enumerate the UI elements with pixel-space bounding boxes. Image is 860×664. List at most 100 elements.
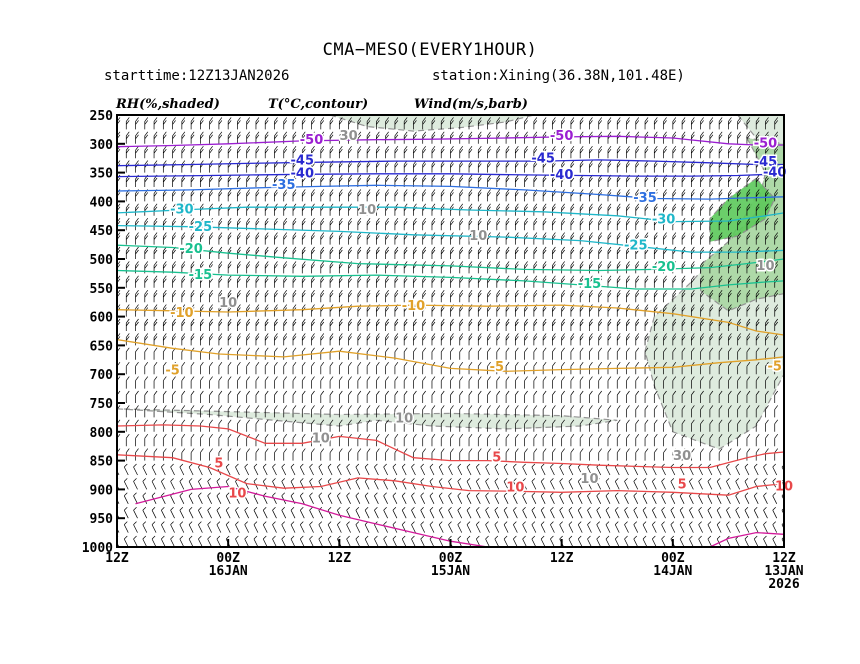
- wind-barb: [135, 275, 139, 288]
- wind-barb: [700, 174, 704, 187]
- wind-barb: [689, 463, 694, 476]
- wind-barb: [681, 448, 686, 461]
- wind-barb: [698, 506, 703, 519]
- wind-barb: [524, 117, 528, 130]
- wind-barb: [181, 232, 186, 245]
- wind-barb: [494, 535, 500, 547]
- wind-barb: [728, 117, 732, 130]
- wind-barb: [188, 478, 194, 490]
- wind-barb: [735, 506, 740, 519]
- isotherm-label: -15: [189, 268, 213, 283]
- wind-barb: [123, 521, 129, 533]
- wind-barb: [607, 405, 612, 418]
- wind-barb: [431, 117, 436, 130]
- wind-barb: [385, 448, 389, 461]
- wind-barb: [607, 145, 612, 159]
- wind-barb: [552, 203, 556, 216]
- wind-barb: [123, 478, 129, 490]
- wind-barb: [709, 189, 714, 202]
- wind-barb: [468, 189, 473, 202]
- wind-barb: [237, 318, 241, 331]
- wind-barb: [311, 376, 315, 389]
- x-tick-label: 13JAN: [764, 564, 803, 579]
- wind-barb: [672, 145, 677, 159]
- wind-barb: [559, 521, 564, 533]
- wind-barb: [644, 347, 649, 360]
- wind-barb: [763, 478, 768, 490]
- wind-barb: [172, 376, 176, 389]
- wind-barb: [746, 361, 751, 375]
- wind-barb: [207, 521, 212, 533]
- wind-barb: [589, 189, 593, 202]
- wind-barb: [162, 433, 167, 447]
- wind-barb: [616, 390, 621, 403]
- wind-barb: [283, 217, 288, 231]
- wind-barb: [262, 506, 268, 519]
- wind-barb: [700, 318, 704, 331]
- wind-barb: [429, 492, 435, 504]
- wind-barb: [514, 174, 519, 187]
- wind-barb: [663, 145, 667, 159]
- wind-barb: [700, 189, 704, 202]
- wind-barb: [170, 535, 175, 547]
- wind-barb: [746, 160, 751, 173]
- wind-barb: [691, 246, 695, 259]
- wind-barb: [533, 405, 538, 418]
- wind-barb: [403, 203, 408, 216]
- wind-barb: [459, 390, 464, 403]
- wind-barb: [626, 160, 630, 173]
- wind-barb: [162, 333, 167, 346]
- wind-barb: [348, 318, 352, 331]
- wind-barb: [218, 304, 223, 317]
- wind-barb: [753, 521, 759, 533]
- wind-barb: [522, 478, 527, 490]
- wind-barb: [589, 131, 593, 144]
- wind-barb: [283, 261, 288, 274]
- wind-barb: [394, 304, 399, 317]
- wind-barb: [477, 160, 482, 173]
- wind-barb: [691, 433, 695, 447]
- wind-barb: [533, 145, 538, 159]
- wind-barb: [237, 376, 241, 389]
- wind-barb: [227, 261, 232, 274]
- wind-barb: [348, 390, 352, 403]
- wind-barb: [403, 376, 408, 389]
- y-tick-label: 600: [90, 311, 114, 326]
- wind-barb: [765, 419, 769, 432]
- wind-barb: [533, 376, 538, 389]
- wind-barb: [135, 289, 139, 303]
- wind-barb: [422, 275, 426, 288]
- wind-barb: [431, 347, 436, 360]
- wind-barb: [672, 117, 677, 130]
- wind-barb: [227, 189, 232, 202]
- wind-barb: [218, 117, 223, 130]
- wind-barb: [707, 463, 713, 476]
- wind-barb: [309, 492, 314, 504]
- wind-barb: [246, 390, 250, 403]
- wind-barb: [162, 117, 167, 130]
- wind-barb: [487, 275, 491, 288]
- wind-barb: [707, 506, 713, 519]
- wind-barb: [246, 174, 250, 187]
- wind-barb: [635, 145, 640, 159]
- wind-barb: [262, 478, 268, 490]
- wind-barb: [357, 433, 362, 447]
- wind-barb: [262, 463, 268, 476]
- wind-barb: [700, 117, 704, 130]
- wind-barb: [440, 419, 445, 432]
- wind-barb: [503, 492, 509, 504]
- wind-barb: [718, 390, 723, 403]
- wind-barb: [262, 492, 268, 504]
- wind-barb: [709, 145, 714, 159]
- wind-barb: [338, 333, 343, 346]
- x-tick-label: 16JAN: [209, 564, 248, 579]
- wind-barb: [144, 318, 149, 331]
- wind-barb: [663, 347, 667, 360]
- wind-barb: [329, 304, 334, 317]
- wind-barb: [422, 318, 426, 331]
- wind-barb: [746, 405, 751, 418]
- wind-barb: [457, 478, 463, 490]
- wind-barb: [440, 318, 445, 331]
- wind-barb: [299, 535, 305, 547]
- wind-barb: [320, 232, 325, 245]
